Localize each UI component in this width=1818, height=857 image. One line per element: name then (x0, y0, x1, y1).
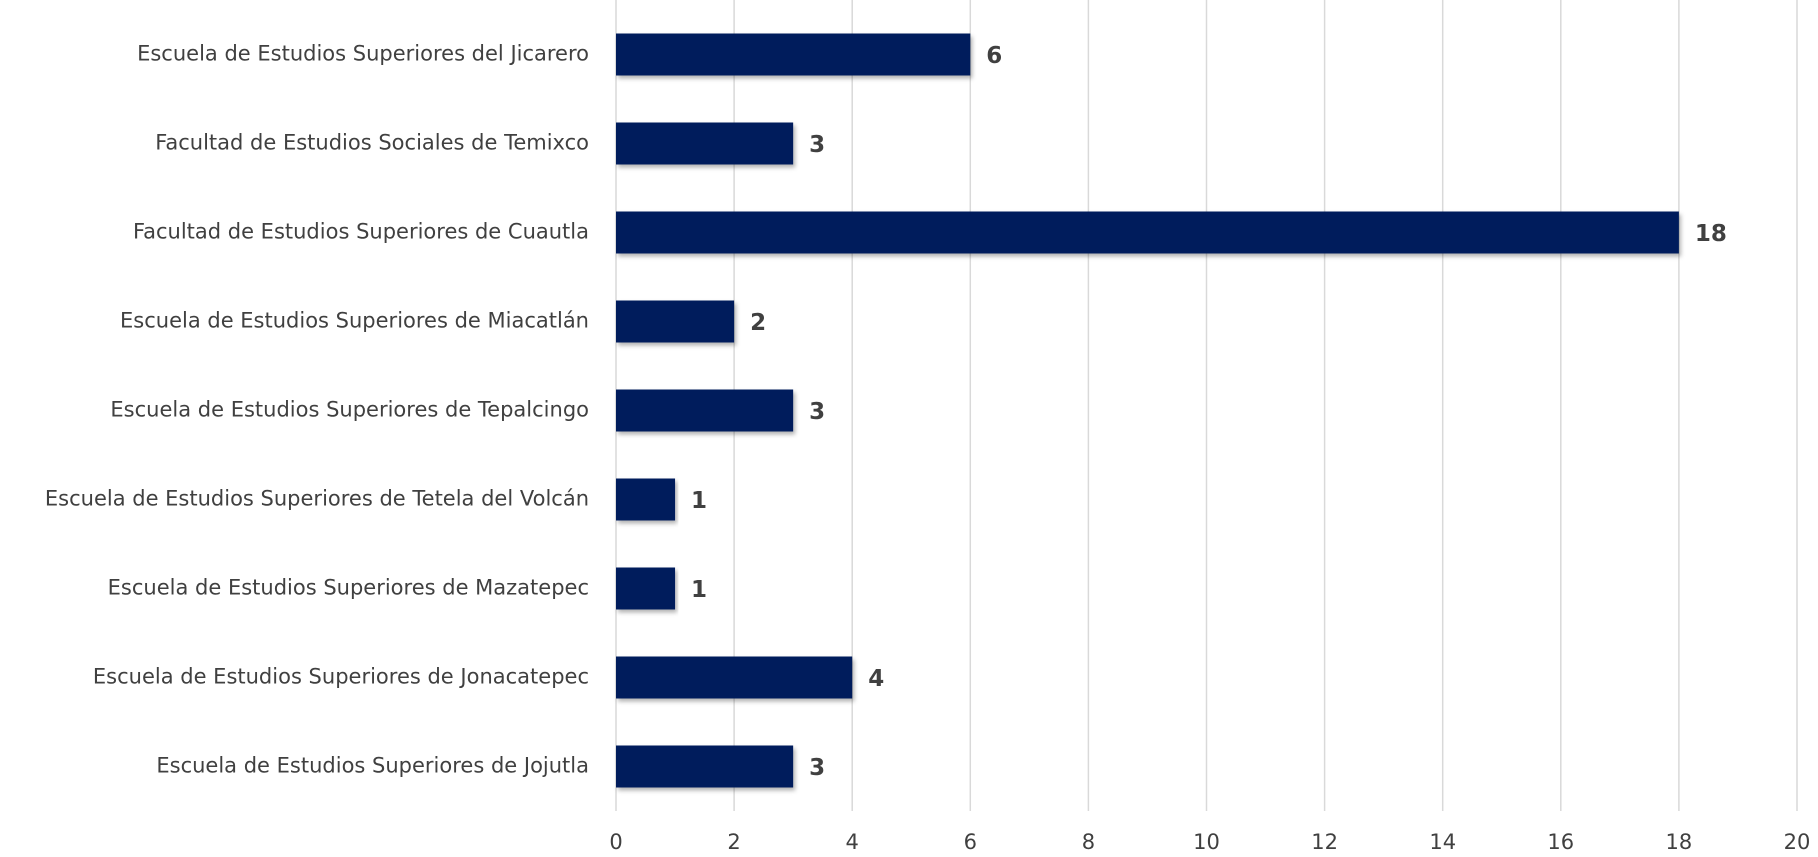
data-label: 1 (691, 488, 707, 514)
y-tick-label: Facultad de Estudios Superiores de Cuaut… (133, 220, 589, 244)
x-tick-label: 6 (964, 830, 977, 854)
data-label: 1 (691, 577, 707, 603)
bar (616, 745, 794, 788)
bar (616, 389, 794, 432)
bar (616, 122, 794, 165)
data-label: 3 (809, 399, 825, 425)
x-tick-label: 16 (1547, 830, 1574, 854)
data-label: 6 (986, 43, 1002, 69)
data-label: 3 (809, 132, 825, 158)
x-tick-label: 14 (1429, 830, 1456, 854)
y-tick-label: Escuela de Estudios Superiores de Jojutl… (156, 754, 589, 778)
x-tick-label: 2 (727, 830, 740, 854)
y-tick-label: Escuela de Estudios Superiores de Jonaca… (93, 665, 589, 689)
bar (616, 478, 676, 521)
x-tick-label: 18 (1666, 830, 1693, 854)
y-tick-label: Facultad de Estudios Sociales de Temixco (155, 131, 589, 155)
bar (616, 211, 1679, 254)
data-label: 3 (809, 755, 825, 781)
y-tick-label: Escuela de Estudios Superiores de Miacat… (120, 309, 589, 333)
x-tick-label: 8 (1082, 830, 1095, 854)
x-tick-label: 4 (846, 830, 859, 854)
bar (616, 300, 735, 343)
bar (616, 656, 853, 699)
y-tick-label: Escuela de Estudios Superiores del Jicar… (137, 42, 589, 66)
x-tick-label: 20 (1784, 830, 1811, 854)
data-label: 4 (868, 666, 884, 692)
data-label: 18 (1695, 221, 1727, 247)
x-tick-label: 10 (1193, 830, 1220, 854)
y-tick-label: Escuela de Estudios Superiores de Mazate… (108, 576, 589, 600)
y-tick-label: Escuela de Estudios Superiores de Tetela… (45, 487, 589, 511)
bar (616, 33, 971, 76)
bar (616, 567, 676, 610)
x-tick-label: 0 (609, 830, 622, 854)
data-label: 2 (750, 310, 766, 336)
x-tick-label: 12 (1311, 830, 1338, 854)
y-tick-label: Escuela de Estudios Superiores de Tepalc… (110, 398, 589, 422)
